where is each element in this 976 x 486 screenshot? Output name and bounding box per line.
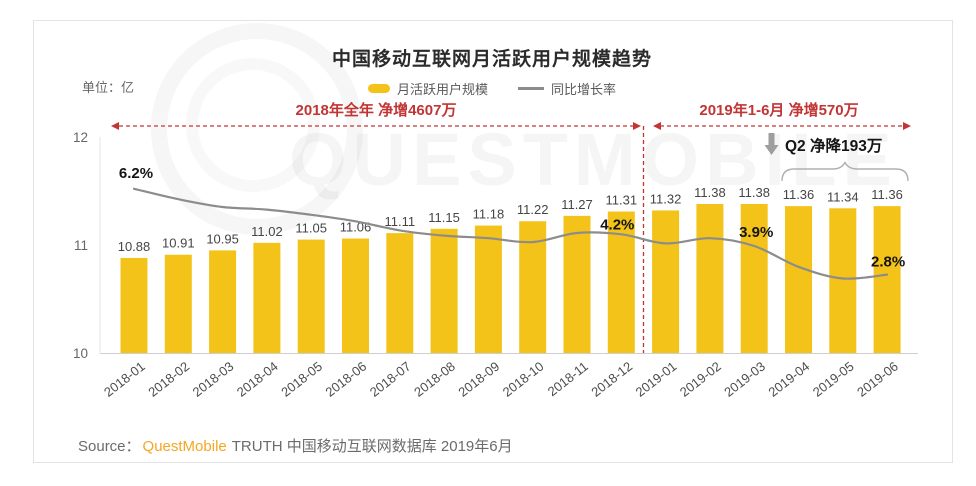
bar-value-label: 10.91 <box>162 236 195 251</box>
bar-value-label: 11.11 <box>384 214 415 229</box>
arrowhead-left-icon <box>111 122 119 130</box>
annotation-q2-drop: Q2 净降193万 <box>764 133 882 156</box>
bar-value-label: 11.15 <box>428 210 460 225</box>
bar-value-label: 11.27 <box>561 197 593 212</box>
bar-value-label: 11.31 <box>606 193 638 208</box>
bar-value-label: 10.88 <box>118 239 151 254</box>
bar-value-label: 11.22 <box>517 202 549 217</box>
x-axis-label: 2018-01 <box>101 359 148 400</box>
source-line: Source： QuestMobile TRUTH 中国移动互联网数据库 2019年… <box>78 435 513 456</box>
x-axis-label: 2018-11 <box>545 359 591 400</box>
bar <box>430 228 458 353</box>
bar <box>563 215 591 353</box>
y-tick-label: 10 <box>73 346 88 361</box>
legend-label-mau: 月活跃用户规模 <box>396 81 488 97</box>
legend-item-mau: 月活跃用户规模 <box>367 79 488 98</box>
x-axis-label: 2019-03 <box>721 359 768 400</box>
legend-item-growth: 同比增长率 <box>518 79 616 98</box>
unit-label: 单位：亿 <box>82 80 135 95</box>
x-axis-label: 2019-01 <box>633 359 680 400</box>
q2-brace-icon <box>781 161 909 182</box>
y-tick-label: 12 <box>73 130 88 145</box>
bar <box>253 242 281 353</box>
bar <box>829 208 857 353</box>
line-swatch-icon <box>518 86 544 90</box>
annotation-2018-span: 2018年全年 净增4607万 <box>295 102 457 119</box>
bar-value-label: 11.32 <box>650 191 682 206</box>
x-axis-label: 2018-08 <box>411 359 458 400</box>
bar <box>164 254 192 353</box>
x-axis-label: 2018-06 <box>323 359 370 400</box>
annotation-q2-label: Q2 净降193万 <box>785 137 883 155</box>
bar <box>209 250 237 353</box>
arrowhead-mid-left-icon <box>653 122 661 130</box>
bar-value-label: 11.36 <box>871 187 903 202</box>
bar-value-label: 11.05 <box>295 221 327 236</box>
annotation-2019-span: 2019年1-6月 净增570万 <box>699 102 859 119</box>
x-axis-label: 2019-02 <box>677 359 724 400</box>
bar <box>386 233 414 353</box>
x-axis-label: 2018-10 <box>500 359 547 400</box>
bar-value-label: 11.18 <box>473 207 505 222</box>
growth-rate-label: 2.8% <box>871 254 905 271</box>
x-axis-label: 2019-05 <box>810 359 857 400</box>
legend: 月活跃用户规模 同比增长率 <box>33 79 951 97</box>
growth-rate-label: 6.2% <box>119 165 153 182</box>
x-axis-label: 2018-03 <box>190 359 237 400</box>
bar <box>120 257 148 353</box>
bar <box>652 210 680 353</box>
arrowhead-mid-right-icon <box>633 122 641 130</box>
bar-value-label: 11.38 <box>738 185 770 200</box>
bar <box>342 238 369 353</box>
bar-value-label: 10.95 <box>206 231 239 246</box>
bar <box>873 206 901 353</box>
x-axis-label: 2018-12 <box>588 359 635 400</box>
x-axis-label: 2019-06 <box>854 359 901 400</box>
legend-label-growth: 同比增长率 <box>551 81 617 97</box>
x-axis-label: 2018-04 <box>234 359 281 400</box>
bar-value-label: 11.36 <box>783 187 815 202</box>
source-rest: TRUTH 中国移动互联网数据库 2019年6月 <box>231 438 513 455</box>
growth-rate-label: 4.2% <box>600 216 634 233</box>
bar-value-label: 11.02 <box>251 224 283 239</box>
growth-line <box>132 187 889 280</box>
x-axis-label: 2018-05 <box>278 359 325 400</box>
x-axis-label: 2018-02 <box>145 359 192 400</box>
x-axis-label: 2018-09 <box>455 359 502 400</box>
bar-value-label: 11.34 <box>827 189 859 204</box>
bar <box>785 206 812 353</box>
arrowhead-right-icon <box>903 122 911 130</box>
bar <box>474 225 502 353</box>
bar <box>740 203 768 353</box>
x-axis-label: 2019-04 <box>766 359 813 400</box>
y-tick-label: 11 <box>74 238 88 253</box>
growth-rate-label: 3.9% <box>739 224 773 241</box>
bar <box>696 203 724 353</box>
chart-title: 中国移动互联网月活跃用户规模趋势 <box>331 49 652 70</box>
down-arrow-icon <box>764 133 779 155</box>
source-brand: QuestMobile <box>142 438 227 455</box>
bar-value-label: 11.38 <box>694 185 726 200</box>
source-prefix: Source： <box>78 438 141 455</box>
x-axis-label: 2018-07 <box>367 359 414 400</box>
bar <box>297 239 325 353</box>
bar-swatch-icon <box>367 83 390 93</box>
